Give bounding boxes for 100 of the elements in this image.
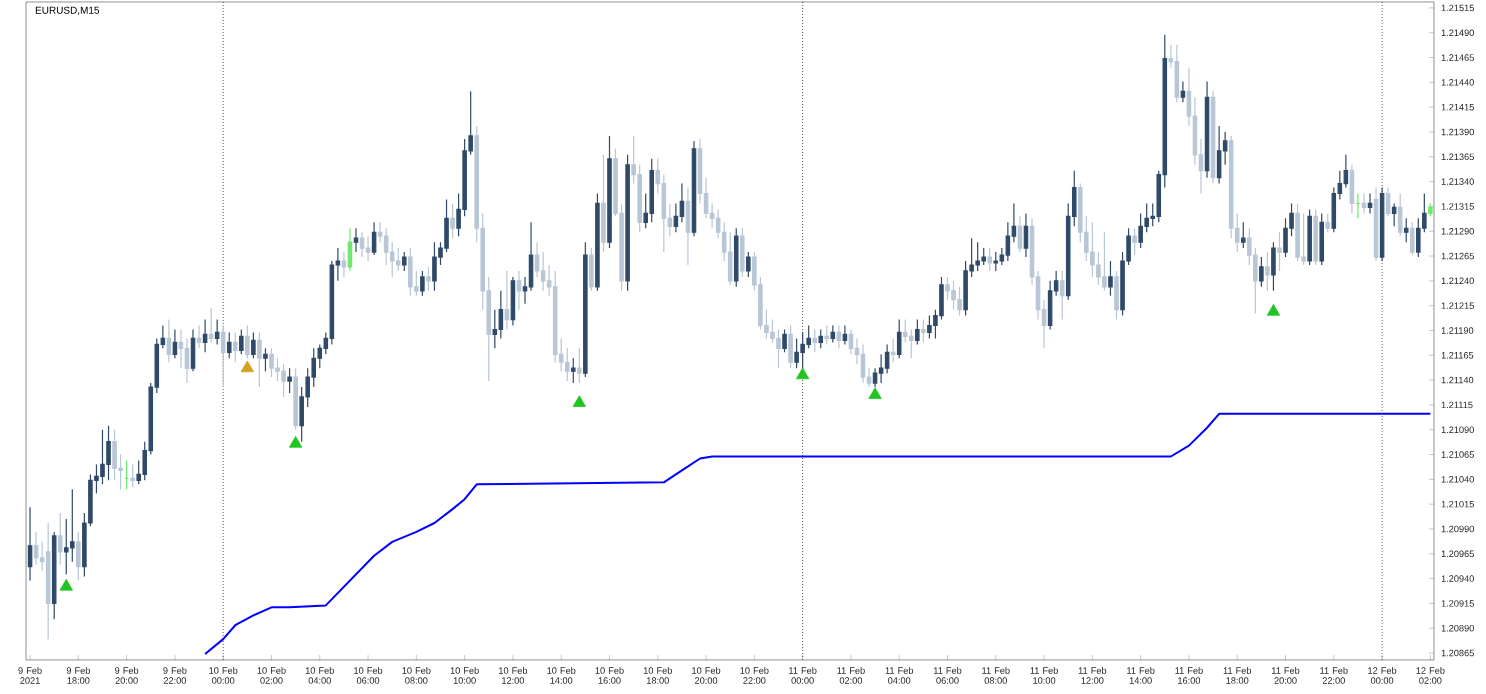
candlestick [577, 347, 582, 384]
candlestick [975, 241, 980, 272]
candlestick [589, 247, 594, 292]
candlestick [220, 324, 226, 388]
candlestick [130, 463, 135, 488]
candlestick [1391, 202, 1397, 227]
candlestick [921, 318, 926, 343]
candlestick [1023, 212, 1029, 258]
candlestick [649, 158, 655, 223]
candlestick [371, 221, 377, 256]
candlestick [281, 363, 286, 398]
candlestick [607, 135, 612, 249]
candlestick [214, 318, 220, 345]
candlestick [184, 337, 190, 384]
candlestick [1017, 215, 1023, 253]
candlestick [1349, 164, 1355, 214]
candlestick [733, 227, 739, 288]
candlestick [498, 290, 504, 340]
candlestick [625, 154, 630, 292]
candlestick [957, 286, 962, 317]
candlestick [27, 506, 33, 582]
candlestick [1409, 221, 1415, 256]
candlestick [1240, 221, 1246, 249]
candlestick [232, 331, 238, 363]
candlestick [788, 324, 793, 369]
candlestick [1174, 44, 1180, 103]
candlestick [896, 318, 902, 359]
candlestick [739, 227, 745, 278]
candlestick [426, 266, 431, 292]
candlestick [432, 241, 437, 292]
candlestick [504, 270, 510, 331]
candlestick [782, 328, 787, 353]
candlestick [450, 202, 455, 239]
candlestick [1428, 202, 1433, 217]
candlestick [359, 231, 365, 258]
candlestick [395, 247, 401, 272]
candlestick [601, 154, 606, 253]
candlestick [1216, 125, 1222, 185]
candlestick [1397, 192, 1403, 237]
candlestick [1102, 231, 1107, 292]
candlestick [1271, 241, 1276, 292]
candlestick [408, 247, 413, 297]
candlestick [746, 251, 751, 278]
candlestick [257, 331, 262, 388]
candlestick [269, 347, 274, 378]
candlestick [263, 347, 268, 372]
candlestick [251, 331, 256, 359]
candlestick [685, 186, 691, 266]
candlestick [100, 429, 105, 485]
point [1266, 304, 1281, 316]
candlestick [106, 425, 111, 481]
point [868, 387, 882, 399]
candlestick [1277, 231, 1282, 272]
candlestick [202, 318, 208, 353]
candlestick [1180, 80, 1186, 103]
candlestick [1361, 192, 1367, 214]
candlestick [981, 247, 987, 266]
candlestick [890, 337, 896, 363]
candlestick [951, 280, 956, 311]
candlestick [1059, 270, 1065, 321]
point [240, 360, 254, 373]
candlestick [776, 328, 781, 369]
candlestick [166, 318, 172, 363]
candlestick [287, 367, 292, 394]
point [572, 395, 586, 407]
candlestick [124, 459, 129, 490]
candlestick [1313, 208, 1318, 266]
candlestick [909, 328, 914, 359]
candlestick [1132, 227, 1137, 256]
candlestick [245, 324, 250, 359]
candlestick [812, 328, 817, 353]
candlestick [794, 337, 799, 369]
point [289, 436, 303, 448]
candlestick [51, 531, 57, 620]
candlestick [57, 512, 63, 566]
candlestick [595, 192, 600, 292]
candlestick [1367, 192, 1373, 214]
point [59, 578, 73, 591]
candlestick [33, 531, 39, 566]
candlestick [1355, 192, 1361, 219]
candlestick [818, 328, 824, 349]
candlestick [800, 331, 805, 369]
candlestick [860, 343, 866, 384]
candlestick [993, 251, 999, 272]
candlestick [1403, 217, 1409, 243]
candlestick [1114, 270, 1119, 321]
candlestick [353, 227, 359, 253]
candlestick [583, 241, 588, 378]
candlestick [347, 227, 353, 272]
candlestick [401, 251, 407, 272]
candlestick [341, 251, 347, 278]
candlestick [196, 324, 202, 349]
candlestick [987, 247, 993, 272]
candlestick [1325, 212, 1331, 233]
candlestick [112, 429, 117, 481]
candlestick [208, 307, 214, 343]
candlestick [365, 235, 371, 262]
candlestick [1265, 251, 1270, 292]
candlestick [420, 270, 425, 297]
candlestick [570, 357, 576, 384]
